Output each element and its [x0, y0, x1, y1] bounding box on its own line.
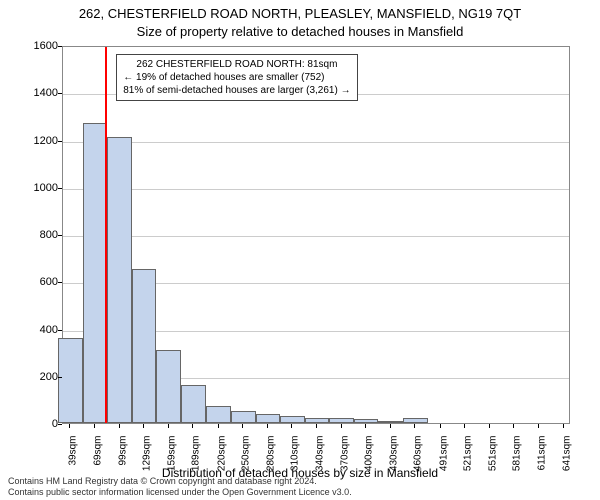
y-tick-mark — [58, 330, 62, 331]
histogram-bar — [132, 269, 157, 423]
histogram-bar — [83, 123, 108, 423]
x-tick-mark — [365, 424, 366, 428]
gridline — [63, 236, 569, 237]
x-tick-mark — [414, 424, 415, 428]
property-marker-line — [105, 47, 107, 423]
chart-plot-area: 262 CHESTERFIELD ROAD NORTH: 81sqm← 19% … — [62, 46, 570, 424]
y-tick-label: 400 — [24, 324, 58, 336]
y-tick-mark — [58, 424, 62, 425]
histogram-bar — [256, 414, 281, 423]
y-tick-label: 1600 — [24, 40, 58, 52]
x-tick-mark — [267, 424, 268, 428]
x-tick-mark — [513, 424, 514, 428]
x-tick-mark — [489, 424, 490, 428]
histogram-bar — [181, 385, 206, 423]
x-tick-mark — [316, 424, 317, 428]
histogram-bar — [107, 137, 132, 423]
x-tick-mark — [218, 424, 219, 428]
x-tick-mark — [143, 424, 144, 428]
y-tick-mark — [58, 46, 62, 47]
x-tick-mark — [168, 424, 169, 428]
annotation-line: 81% of semi-detached houses are larger (… — [123, 84, 350, 97]
attribution-text: Contains HM Land Registry data © Crown c… — [8, 476, 352, 498]
histogram-bar — [354, 419, 379, 423]
x-tick-mark — [242, 424, 243, 428]
x-tick-mark — [192, 424, 193, 428]
y-tick-label: 800 — [24, 229, 58, 241]
histogram-bar — [231, 411, 256, 423]
y-tick-mark — [58, 377, 62, 378]
x-tick-mark — [390, 424, 391, 428]
y-tick-mark — [58, 282, 62, 283]
y-tick-mark — [58, 235, 62, 236]
attribution-line1: Contains HM Land Registry data © Crown c… — [8, 476, 352, 487]
histogram-bar — [329, 418, 354, 423]
histogram-bar — [305, 418, 330, 423]
x-tick-mark — [440, 424, 441, 428]
y-tick-mark — [58, 188, 62, 189]
y-tick-label: 200 — [24, 371, 58, 383]
histogram-bar — [378, 421, 403, 423]
x-tick-mark — [464, 424, 465, 428]
x-tick-mark — [291, 424, 292, 428]
x-tick-mark — [69, 424, 70, 428]
histogram-bar — [206, 406, 231, 423]
x-tick-mark — [563, 424, 564, 428]
x-tick-mark — [119, 424, 120, 428]
histogram-bar — [403, 418, 428, 423]
histogram-bar — [156, 350, 181, 423]
y-tick-label: 1400 — [24, 87, 58, 99]
x-tick-mark — [341, 424, 342, 428]
y-tick-label: 600 — [24, 276, 58, 288]
histogram-bar — [280, 416, 305, 423]
y-tick-label: 1200 — [24, 135, 58, 147]
y-tick-label: 0 — [24, 418, 58, 430]
gridline — [63, 189, 569, 190]
y-tick-mark — [58, 141, 62, 142]
address-title: 262, CHESTERFIELD ROAD NORTH, PLEASLEY, … — [0, 6, 600, 21]
annotation-box: 262 CHESTERFIELD ROAD NORTH: 81sqm← 19% … — [116, 54, 357, 101]
histogram-bar — [58, 338, 83, 423]
subtitle: Size of property relative to detached ho… — [0, 24, 600, 39]
gridline — [63, 142, 569, 143]
annotation-line: ← 19% of detached houses are smaller (75… — [123, 71, 350, 84]
x-tick-mark — [538, 424, 539, 428]
x-tick-mark — [94, 424, 95, 428]
y-tick-label: 1000 — [24, 182, 58, 194]
attribution-line2: Contains public sector information licen… — [8, 487, 352, 498]
y-tick-mark — [58, 93, 62, 94]
annotation-line: 262 CHESTERFIELD ROAD NORTH: 81sqm — [123, 58, 350, 71]
